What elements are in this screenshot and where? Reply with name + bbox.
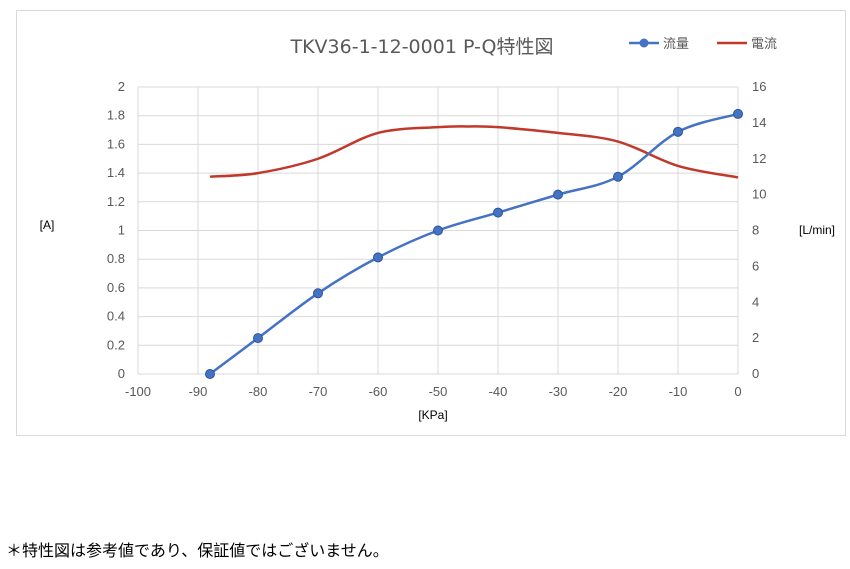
data-point-flow: [553, 189, 563, 200]
y-left-tick-label: 0.2: [107, 337, 125, 352]
series-line-flow: [209, 112, 739, 376]
y-left-tick-label: 1.6: [107, 136, 125, 151]
series-line-current: [209, 125, 739, 179]
data-point-flow: [673, 126, 683, 137]
x-tick-label: -70: [309, 384, 328, 399]
legend-marker: [639, 38, 649, 48]
y-left-tick-label: 0.6: [107, 280, 125, 295]
footnote: ＊特性図は参考値であり、保証値ではございません。: [6, 541, 389, 560]
x-tick-label: 0: [734, 384, 741, 399]
y-right-tick-label: 4: [752, 294, 759, 309]
x-axis-label: [KPa]: [418, 408, 447, 422]
x-tick-label: -40: [489, 384, 508, 399]
x-tick-label: -80: [249, 384, 268, 399]
y-left-tick-label: 1.2: [107, 194, 125, 209]
y-left-tick-label: 2: [118, 79, 125, 94]
y-right-tick-label: 8: [752, 223, 759, 238]
data-point-flow: [493, 207, 503, 218]
y-right-tick-label: 2: [752, 330, 759, 345]
data-point-flow: [253, 333, 263, 344]
y-left-tick-label: 0: [118, 366, 125, 381]
legend: 流量 電流: [629, 37, 777, 52]
series-layer: [205, 108, 743, 379]
data-point-flow: [373, 252, 383, 263]
x-tick-label: -90: [189, 384, 208, 399]
data-point-flow: [313, 288, 323, 299]
x-tick-label: -100: [125, 384, 151, 399]
y-left-tick-label: 0.8: [107, 251, 125, 266]
y-right-tick-label: 16: [752, 79, 766, 94]
legend-label: 電流: [751, 37, 777, 52]
data-point-flow: [205, 369, 215, 379]
x-tick-label: -20: [609, 384, 628, 399]
x-tick-label: -60: [369, 384, 388, 399]
chart-frame: 0 0.2 0.4 0.6 0.8 1 1.2 1.4 1.6 1.8 2 0 2 4 6 8 10 12 14 16…: [16, 10, 846, 436]
chart-title: TKV36-1-12-0001 P-Q特性図: [289, 36, 553, 58]
y-right-axis-label: [L/min]: [799, 223, 835, 237]
y-right-tick-label: 6: [752, 258, 759, 273]
y-right-tick-label: 12: [752, 151, 766, 166]
x-tick-label: -10: [669, 384, 688, 399]
x-tick-label: -30: [549, 384, 568, 399]
y-right-tick-label: 14: [752, 115, 766, 130]
y-left-tick-label: 1.4: [107, 165, 125, 180]
y-right-tick-label: 0: [752, 366, 759, 381]
data-point-flow: [613, 171, 623, 182]
y-right-tick-label: 10: [752, 187, 766, 202]
y-left-axis-label: [A]: [40, 218, 55, 232]
chart-svg: 0 0.2 0.4 0.6 0.8 1 1.2 1.4 1.6 1.8 2 0 2 4 6 8 10 12 14 16…: [40, 36, 835, 422]
y-left-tick-label: 0.4: [107, 309, 125, 324]
y-left-tick-label: 1.8: [107, 108, 125, 123]
x-tick-label: -50: [429, 384, 448, 399]
axes: 0 0.2 0.4 0.6 0.8 1 1.2 1.4 1.6 1.8 2 0 2 4 6 8 10 12 14 16…: [107, 79, 767, 399]
data-point-flow: [733, 108, 743, 119]
legend-label: 流量: [663, 37, 689, 52]
y-left-tick-label: 1: [118, 223, 125, 238]
data-point-flow: [433, 225, 443, 236]
